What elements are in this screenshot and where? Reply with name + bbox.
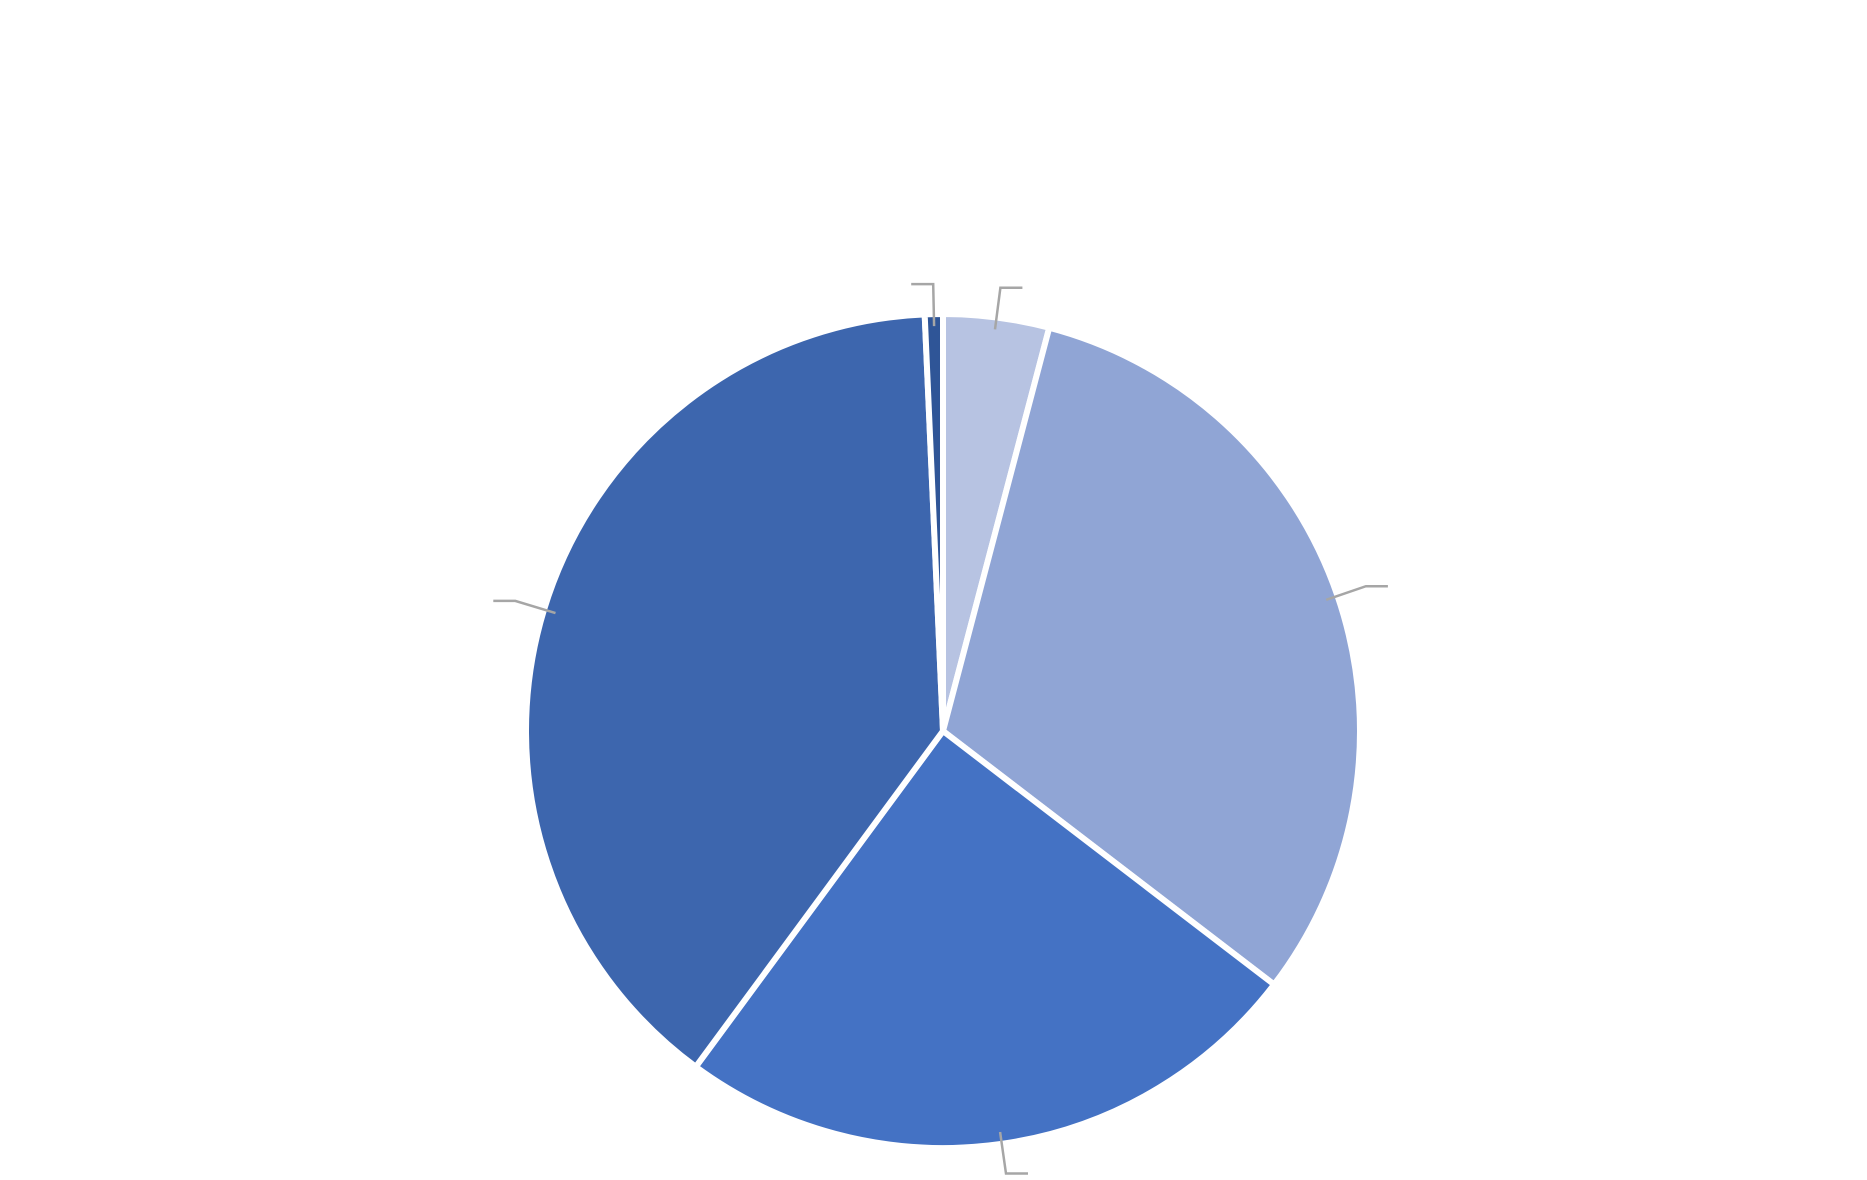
slices-layer: [523, 310, 1363, 1151]
leader-lines-layer: [493, 282, 1388, 1175]
leader-line-3: [998, 1131, 1028, 1175]
leader-line-2: [1325, 584, 1388, 601]
leader-line-5: [911, 282, 936, 327]
leader-line-1: [993, 286, 1023, 330]
leader-line-4: [493, 599, 556, 615]
